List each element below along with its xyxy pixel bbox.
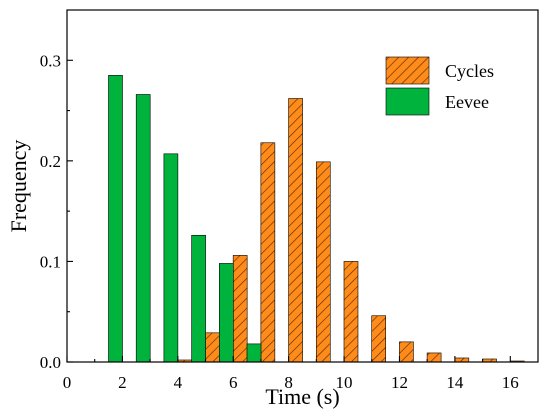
bar-eevee-5: [246, 343, 262, 363]
ticks-layer: 0 2 4 6 8 10 12 14 16 0.0 0.1 0.2 0.3: [40, 51, 519, 392]
bar-eevee-1: [135, 94, 151, 363]
y-tick-label-0: 0.0: [40, 353, 61, 372]
x-tick-label-12: 12: [391, 373, 408, 392]
x-tick-label-16: 16: [502, 373, 519, 392]
y-axis-label: Frequency: [6, 140, 31, 233]
bar-cycles-7: [371, 315, 386, 363]
y-tick-label-3: 0.3: [40, 51, 61, 70]
y-tick-label-2: 0.2: [40, 152, 61, 171]
legend: Cycles Eevee: [385, 56, 494, 116]
bar-cycles-8: [399, 341, 414, 363]
legend-swatch-eevee: [385, 87, 430, 116]
bar-eevee-4: [219, 263, 234, 363]
x-axis-label: Time (s): [265, 384, 339, 409]
x-tick-label-0: 0: [63, 373, 72, 392]
bars-layer: [108, 75, 525, 363]
bar-cycles-6: [343, 261, 359, 363]
bar-cycles-4: [288, 98, 303, 363]
x-tick-label-6: 6: [229, 373, 238, 392]
bar-cycles-5: [315, 161, 331, 363]
x-tick-label-2: 2: [118, 373, 127, 392]
x-tick-label-10: 10: [336, 373, 353, 392]
legend-label-eevee: Eevee: [445, 92, 489, 112]
x-tick-label-4: 4: [174, 373, 183, 392]
bar-cycles-1: [205, 332, 220, 363]
bar-cycles-3: [260, 142, 276, 363]
bar-cycles-2: [232, 255, 248, 363]
legend-label-cycles: Cycles: [445, 61, 494, 81]
bar-eevee-0: [108, 75, 123, 363]
bar-cycles-10: [454, 357, 470, 363]
bar-eevee-2: [163, 153, 179, 363]
bar-eevee-3: [191, 234, 206, 363]
x-tick-label-8: 8: [284, 373, 293, 392]
bar-cycles-9: [426, 352, 442, 363]
plot-frame: [66, 9, 539, 363]
legend-swatch-cycles: [385, 56, 430, 85]
x-tick-label-14: 14: [446, 373, 464, 392]
y-tick-label-1: 0.1: [40, 252, 61, 271]
